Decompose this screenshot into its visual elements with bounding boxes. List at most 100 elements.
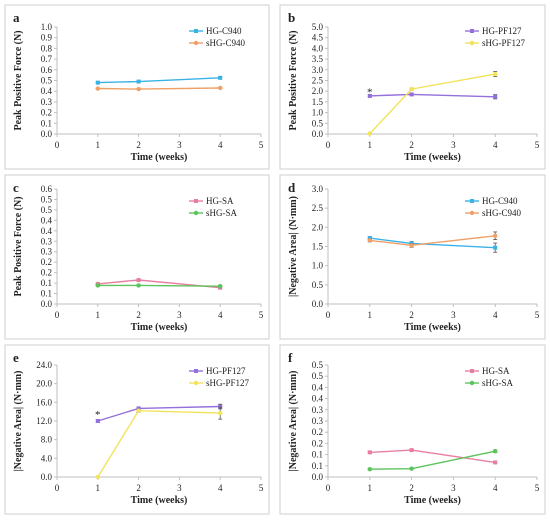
- x-tick-label: 1: [96, 483, 101, 493]
- y-tick-label: 3.5: [312, 54, 324, 64]
- y-tick-label: 0.6: [41, 184, 53, 194]
- y-tick-label: 0.5: [312, 360, 324, 370]
- y-tick-label: 16.0: [36, 397, 52, 407]
- legend-label: sHG-C940: [482, 208, 522, 218]
- y-tick-label: 20.0: [36, 379, 52, 389]
- y-tick-label: 0.3: [312, 416, 324, 426]
- x-axis-title: Time (weeks): [131, 495, 188, 506]
- x-tick-label: 0: [326, 310, 331, 320]
- legend-marker: [194, 199, 198, 203]
- x-tick-label: 2: [409, 310, 414, 320]
- x-tick-label: 4: [218, 483, 223, 493]
- y-tick-label: 4.0: [312, 43, 324, 53]
- x-axis-title: Time (weeks): [131, 322, 188, 333]
- x-tick-label: 5: [535, 310, 540, 320]
- data-point-HG-PF127: [367, 93, 372, 98]
- y-tick-label: 0.5: [41, 205, 53, 215]
- y-axis-title: Peak Positive Force (N): [13, 196, 24, 296]
- chart-panel-d: d 0.0 0.5 1.0 1.5 2.0 2.5 3.0 0 1 2 3 4 5 Time (weeks)…: [279, 174, 546, 340]
- y-tick-label: 0.1: [41, 278, 52, 288]
- legend-marker: [194, 29, 198, 33]
- data-point-sHG-SA: [95, 283, 101, 288]
- y-tick-label: 0.3: [312, 405, 324, 415]
- x-tick-label: 0: [55, 310, 60, 320]
- x-tick-label: 5: [535, 483, 540, 493]
- y-tick-label: 5.0: [312, 22, 324, 32]
- x-tick-label: 4: [493, 483, 498, 493]
- chart-panel-b: b 0.00.51.01.52.02.53.03.54.04.55.0 0 1 2 3 4 5…: [279, 4, 546, 170]
- legend-label: HG-C940: [206, 26, 242, 36]
- x-tick-label: 5: [259, 140, 264, 150]
- x-tick-label: 2: [136, 483, 141, 493]
- y-tick-label: 0.4: [312, 394, 324, 404]
- data-point-sHG-C940: [409, 243, 414, 248]
- x-tick-label: 4: [493, 310, 498, 320]
- x-tick-label: 2: [409, 483, 414, 493]
- y-tick-label: 3.0: [312, 65, 324, 75]
- y-tick-label: 4.0: [41, 453, 53, 463]
- data-point-sHG-PF127: [367, 131, 372, 136]
- y-tick-label: 0.4: [41, 215, 53, 225]
- legend-label: HG-PF127: [206, 366, 246, 376]
- x-tick-label: 4: [218, 310, 223, 320]
- chart-panel-a: a 0.00.10.20.30.40.50.60.70.80.91.0 0 1 2 3 4 5…: [4, 4, 270, 170]
- y-tick-label: 0.0: [312, 472, 324, 482]
- y-tick-label: 0.0: [312, 299, 324, 309]
- y-axis-title: Peak Positive Force (N): [13, 30, 24, 130]
- y-tick-label: 0.2: [312, 427, 323, 437]
- y-tick-label: 0.9: [41, 33, 53, 43]
- data-point-sHG-SA: [218, 283, 223, 289]
- x-tick-label: 1: [96, 140, 101, 150]
- y-tick-label: 0.6: [41, 65, 53, 75]
- legend-label: sHG-C940: [206, 38, 246, 48]
- x-tick-label: 1: [368, 310, 373, 320]
- data-point-HG-C940: [218, 75, 223, 80]
- x-tick-label: 3: [451, 310, 456, 320]
- legend-label: HG-SA: [482, 366, 510, 376]
- data-point-sHG-SA: [136, 283, 141, 288]
- x-tick-label: 5: [259, 483, 264, 493]
- y-tick-label: 1.0: [41, 22, 53, 32]
- data-point-sHG-SA: [409, 466, 414, 471]
- x-axis-title: Time (weeks): [404, 152, 461, 163]
- y-tick-label: 0.0: [312, 129, 324, 139]
- y-tick-label: 0.2: [41, 257, 52, 267]
- legend-marker: [470, 199, 474, 203]
- x-tick-label: 0: [326, 140, 331, 150]
- data-point-sHG-PF127: [136, 408, 141, 413]
- x-tick-label: 3: [177, 483, 182, 493]
- chart-panel-c: c0.00.10.10.20.20.30.30.40.40.50.50.60 1 2…: [4, 174, 270, 340]
- y-tick-label: 0.2: [41, 108, 52, 118]
- panel-frame: [4, 174, 270, 340]
- x-tick-label: 2: [409, 140, 414, 150]
- data-point-sHG-PF127: [95, 474, 101, 480]
- y-tick-label: 0.0: [41, 299, 53, 309]
- legend-marker: [194, 369, 198, 373]
- data-point-sHG-PF127: [409, 86, 414, 92]
- y-tick-label: 0.5: [312, 118, 324, 128]
- x-tick-label: 3: [177, 310, 182, 320]
- y-tick-label: 0.1: [312, 450, 323, 460]
- y-tick-label: 3.0: [312, 184, 324, 194]
- x-tick-label: 4: [218, 140, 223, 150]
- data-point-HG-C940: [95, 80, 100, 85]
- y-tick-label: 0.7: [41, 54, 53, 64]
- data-point-sHG-SA: [367, 466, 372, 472]
- x-tick-label: 3: [451, 483, 456, 493]
- y-tick-label: 0.2: [41, 268, 52, 278]
- y-tick-label: 0.4: [41, 86, 53, 96]
- legend-marker: [469, 380, 475, 386]
- y-axis-title: Peak Positive Force (N): [288, 30, 299, 130]
- y-tick-label: 1.5: [312, 242, 324, 252]
- x-tick-label: 1: [368, 483, 373, 493]
- x-tick-label: 1: [96, 310, 101, 320]
- y-tick-label: 2.0: [312, 86, 324, 96]
- data-point-sHG-C940: [95, 86, 101, 91]
- y-tick-label: 0.8: [41, 43, 53, 53]
- y-tick-label: 0.4: [312, 382, 324, 392]
- data-point-HG-C940: [493, 245, 498, 250]
- significance-marker: *: [95, 409, 101, 421]
- data-point-sHG-C940: [493, 233, 498, 238]
- y-tick-label: 1.0: [312, 108, 324, 118]
- legend-marker: [469, 40, 475, 46]
